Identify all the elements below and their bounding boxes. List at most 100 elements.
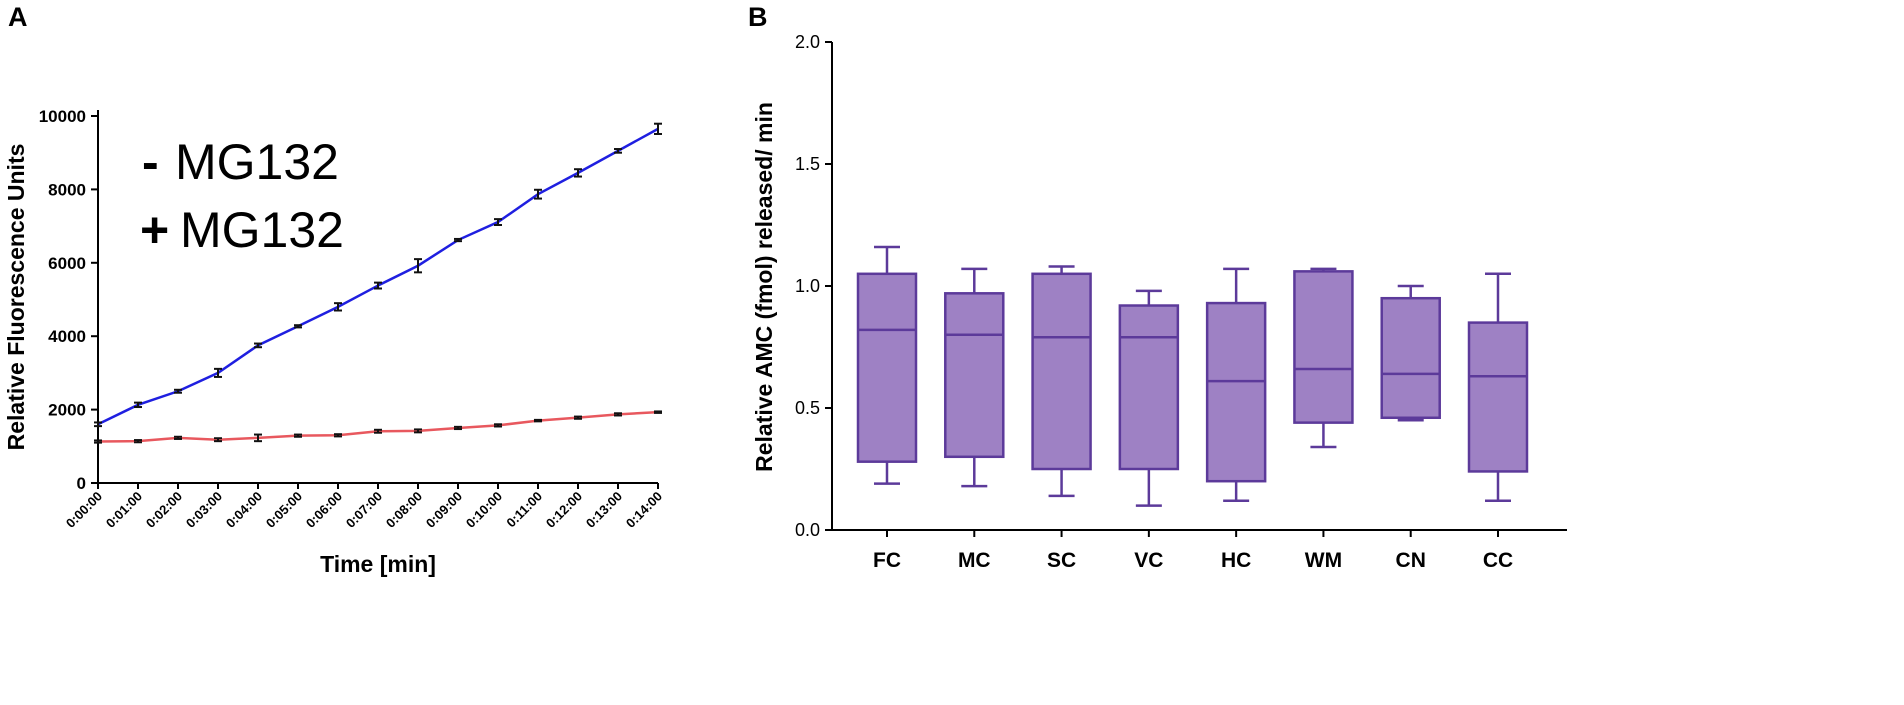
category-label-hc: HC: [1221, 549, 1251, 572]
x-tick-label-13: 0:13:00: [583, 489, 625, 531]
b-y-tick-label-4: 2.0: [795, 32, 820, 52]
x-tick-label-6: 0:06:00: [303, 489, 345, 531]
y-tick-label-0: 0: [77, 474, 86, 493]
series-0-point-1: [134, 401, 142, 409]
series-0-point-9: [454, 237, 462, 243]
category-label-vc: VC: [1134, 549, 1163, 572]
legend-plus-label: MG132: [180, 202, 344, 258]
y-tick-label-5: 10000: [39, 107, 86, 126]
x-tick-label-9: 0:09:00: [423, 489, 465, 531]
panel-b-y-axis-title: Relative AMC (fmol) released/ min: [751, 102, 777, 472]
panel-a-series: [94, 122, 662, 444]
series-0-point-10: [494, 218, 502, 226]
series-0-point-0: [94, 421, 102, 428]
b-y-tick-label-1: 0.5: [795, 398, 820, 418]
x-tick-label-10: 0:10:00: [463, 489, 505, 531]
series-1-point-0: [94, 439, 102, 444]
legend-plus-symbol: +: [140, 202, 169, 258]
series-0-point-11: [534, 188, 542, 200]
series-0-point-7: [374, 281, 382, 290]
box-cn: [1380, 284, 1441, 422]
box-iqr: [1380, 296, 1441, 420]
x-tick-label-3: 0:03:00: [183, 489, 225, 531]
series-0-point-4: [254, 342, 262, 349]
series-1-point-12: [574, 415, 582, 420]
panel-b-y-axis-ticks: 0.0 0.5 1.0 1.5 2.0: [795, 32, 832, 540]
box-sc: [1031, 265, 1092, 498]
box-iqr: [1118, 304, 1180, 471]
panel-b-box-chart: 0.0 0.5 1.0 1.5 2.0 FC MC SC VC HC WM CN CC Relativ…: [751, 32, 1567, 572]
box-wm: [1293, 267, 1354, 449]
panel-b-boxes: [856, 245, 1529, 507]
panel-a-legend: - MG132 + MG132: [140, 134, 344, 258]
b-y-tick-label-0: 0.0: [795, 520, 820, 540]
panel-a-x-axis-title: Time [min]: [320, 551, 436, 577]
x-tick-label-5: 0:05:00: [263, 489, 305, 531]
panel-a-y-axis-ticks: 0 2000 4000 6000 8000 10000: [39, 107, 98, 493]
box-vc: [1118, 289, 1180, 507]
series-1-point-6: [334, 433, 342, 438]
series-1: [94, 410, 662, 444]
x-tick-label-1: 0:01:00: [103, 489, 145, 531]
x-tick-label-11: 0:11:00: [503, 489, 545, 531]
x-tick-label-4: 0:04:00: [223, 489, 265, 531]
series-0-point-3: [214, 367, 222, 378]
series-1-point-4: [254, 433, 262, 443]
box-iqr: [1031, 272, 1092, 471]
series-0-point-13: [614, 148, 622, 154]
b-y-tick-label-3: 1.5: [795, 154, 820, 174]
series-0-point-6: [334, 302, 342, 312]
series-0-point-5: [294, 324, 302, 329]
legend-minus-symbol: -: [142, 134, 159, 190]
series-1-point-3: [214, 437, 222, 443]
box-hc: [1205, 267, 1267, 502]
y-tick-label-1: 2000: [48, 401, 86, 420]
series-1-point-10: [494, 423, 502, 428]
legend-minus-label: MG132: [175, 134, 339, 190]
box-iqr: [1293, 270, 1354, 424]
box-iqr: [944, 292, 1005, 459]
x-tick-label-0: 0:00:00: [63, 489, 105, 531]
y-tick-label-2: 4000: [48, 327, 86, 346]
box-mc: [944, 267, 1005, 488]
y-tick-label-3: 6000: [48, 254, 86, 273]
x-tick-label-12: 0:12:00: [543, 489, 585, 531]
panel-a-x-axis-ticks: 0:00:000:01:000:02:000:03:000:04:000:05:…: [63, 483, 665, 531]
panel-a-label: A: [8, 2, 28, 32]
x-tick-label-14: 0:14:00: [623, 489, 665, 531]
box-iqr: [1205, 301, 1267, 483]
box-cc: [1467, 272, 1529, 502]
series-0-point-2: [174, 388, 182, 394]
panel-a-y-axis-title: Relative Fluorescence Units: [3, 144, 29, 451]
series-1-point-5: [294, 433, 302, 438]
x-tick-label-7: 0:07:00: [343, 489, 385, 531]
category-label-sc: SC: [1047, 549, 1076, 572]
b-y-tick-label-2: 1.0: [795, 276, 820, 296]
series-1-point-2: [174, 435, 182, 440]
series-1-point-9: [454, 425, 462, 431]
series-0-point-12: [574, 168, 582, 178]
y-tick-label-4: 8000: [48, 180, 86, 199]
box-iqr: [856, 272, 918, 463]
panel-b-label: B: [748, 2, 768, 32]
series-1-point-14: [654, 410, 662, 414]
series-1-point-7: [374, 428, 382, 434]
series-0-point-14: [654, 122, 662, 135]
x-tick-label-8: 0:08:00: [383, 489, 425, 531]
box-fc: [856, 245, 918, 485]
series-0: [94, 122, 662, 428]
series-0-point-8: [414, 258, 422, 274]
category-label-cn: CN: [1396, 549, 1426, 572]
category-label-fc: FC: [873, 549, 901, 572]
category-label-cc: CC: [1483, 549, 1513, 572]
series-1-point-11: [534, 418, 542, 423]
category-label-wm: WM: [1305, 549, 1342, 572]
category-label-mc: MC: [958, 549, 991, 572]
series-1-point-13: [614, 412, 622, 417]
box-iqr: [1467, 321, 1529, 473]
series-1-point-1: [134, 439, 142, 444]
x-tick-label-2: 0:02:00: [143, 489, 185, 531]
series-1-point-8: [414, 428, 422, 434]
